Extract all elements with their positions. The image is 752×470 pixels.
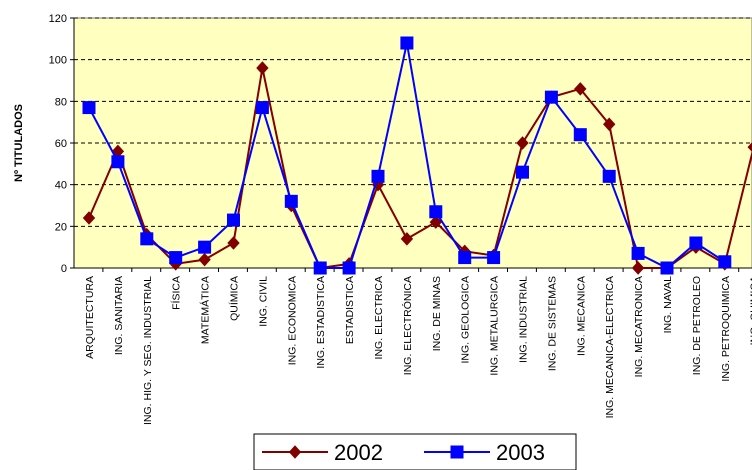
data-point-2003 bbox=[227, 213, 240, 227]
x-category-label: QUÍMICA bbox=[228, 276, 241, 321]
data-point-2002 bbox=[82, 211, 96, 225]
data-point-2003 bbox=[313, 261, 327, 275]
data-point-2003 bbox=[487, 251, 501, 265]
data-point-2002 bbox=[747, 142, 752, 153]
data-point-2002 bbox=[198, 252, 211, 267]
y-tick-label: 0 bbox=[61, 263, 67, 275]
data-point-2003 bbox=[516, 165, 529, 179]
x-category-label: ING. MECATRONICA bbox=[633, 276, 645, 377]
data-point-2003 bbox=[660, 261, 674, 275]
data-point-2002 bbox=[256, 61, 269, 75]
y-tick-label: 120 bbox=[49, 13, 67, 25]
series-group bbox=[82, 36, 752, 275]
x-category-label: ING. DE PETROLEO bbox=[691, 276, 703, 375]
y-tick-label: 20 bbox=[55, 221, 67, 233]
x-category-label: ING. MECANICA-ELECTRICA bbox=[604, 276, 616, 418]
x-category-label: ING. NAVAL bbox=[662, 276, 674, 334]
data-point-2003 bbox=[342, 261, 356, 275]
data-point-2003 bbox=[111, 155, 125, 169]
data-point-2002 bbox=[516, 136, 529, 150]
x-category-label: ING. ELECTRÓNICA bbox=[401, 276, 414, 375]
legend-marker-2003 bbox=[450, 445, 464, 459]
data-point-2002 bbox=[429, 215, 442, 229]
y-tick-label: 100 bbox=[49, 55, 67, 67]
data-point-2003 bbox=[689, 236, 703, 250]
x-category-label: ING. PETROQUIMICA bbox=[720, 276, 732, 382]
data-point-2003 bbox=[169, 251, 183, 265]
legend-label-2003: 2003 bbox=[496, 440, 545, 465]
data-point-2003 bbox=[631, 246, 645, 260]
y-tick-label: 40 bbox=[55, 180, 67, 192]
data-point-2003 bbox=[371, 169, 385, 183]
data-point-2002 bbox=[400, 232, 414, 246]
y-tick-label: 80 bbox=[55, 96, 67, 108]
data-point-2003 bbox=[458, 251, 472, 265]
x-category-label: ARQUITECTURA bbox=[84, 276, 96, 359]
x-category-label: ING. METALURGICA bbox=[489, 276, 501, 376]
data-point-2003 bbox=[284, 194, 298, 208]
legend-label-2002: 2002 bbox=[334, 440, 383, 465]
x-category-label: ING. INDUSTRIAL bbox=[518, 276, 530, 363]
x-category-label: FÍSICA bbox=[170, 276, 183, 310]
x-category-label: ING. ECONOMICA bbox=[286, 276, 298, 365]
data-point-2002 bbox=[227, 236, 240, 250]
data-point-2003 bbox=[429, 205, 443, 219]
gridlines bbox=[74, 17, 752, 227]
legend: 2002 2003 bbox=[253, 433, 577, 470]
data-point-2003 bbox=[718, 255, 732, 269]
data-point-2002 bbox=[603, 117, 616, 131]
series-2003 bbox=[82, 36, 732, 275]
x-category-label: ING. ESTADISTICA bbox=[315, 276, 327, 369]
x-category-label: ING. ELECTRICA bbox=[373, 276, 385, 359]
data-point-2002 bbox=[631, 261, 645, 275]
x-category-label: ING. SANITARIA bbox=[113, 276, 125, 355]
data-point-2003 bbox=[544, 90, 558, 104]
x-axis: ARQUITECTURA ING. SANITARIA ING. HIG. Y SE… bbox=[74, 267, 752, 425]
x-category-label: ING. GEOLOGICA bbox=[460, 276, 472, 364]
data-point-2003 bbox=[602, 169, 616, 183]
x-category-label: ING. QUIMICA bbox=[749, 276, 752, 345]
x-category-label: ING. MECANICA bbox=[575, 276, 587, 356]
x-category-label: ING. DE MINAS bbox=[431, 276, 443, 351]
y-tick-label: 60 bbox=[55, 138, 67, 150]
x-category-label: MATEMÁTICA bbox=[199, 276, 212, 344]
x-category-label: ESTADISTICA bbox=[344, 276, 356, 344]
data-point-2003 bbox=[400, 36, 414, 50]
x-category-label: ING. DE SISTEMAS bbox=[546, 276, 558, 371]
data-point-2002 bbox=[574, 82, 587, 96]
x-category-label: ING. CIVIL bbox=[257, 276, 269, 327]
x-category-label: ING. HIG. Y SEG. INDUSTRIAL bbox=[142, 276, 154, 425]
y-axis: 0 20 40 60 80 100 120 bbox=[49, 13, 75, 275]
data-point-2003 bbox=[198, 240, 212, 254]
y-axis-label: Nº TITULADOS bbox=[13, 104, 25, 182]
data-point-2003 bbox=[140, 232, 154, 246]
data-point-2003 bbox=[255, 101, 269, 115]
data-point-2003 bbox=[82, 101, 96, 115]
data-point-2003 bbox=[573, 128, 587, 142]
legend-marker-2002 bbox=[288, 445, 302, 459]
